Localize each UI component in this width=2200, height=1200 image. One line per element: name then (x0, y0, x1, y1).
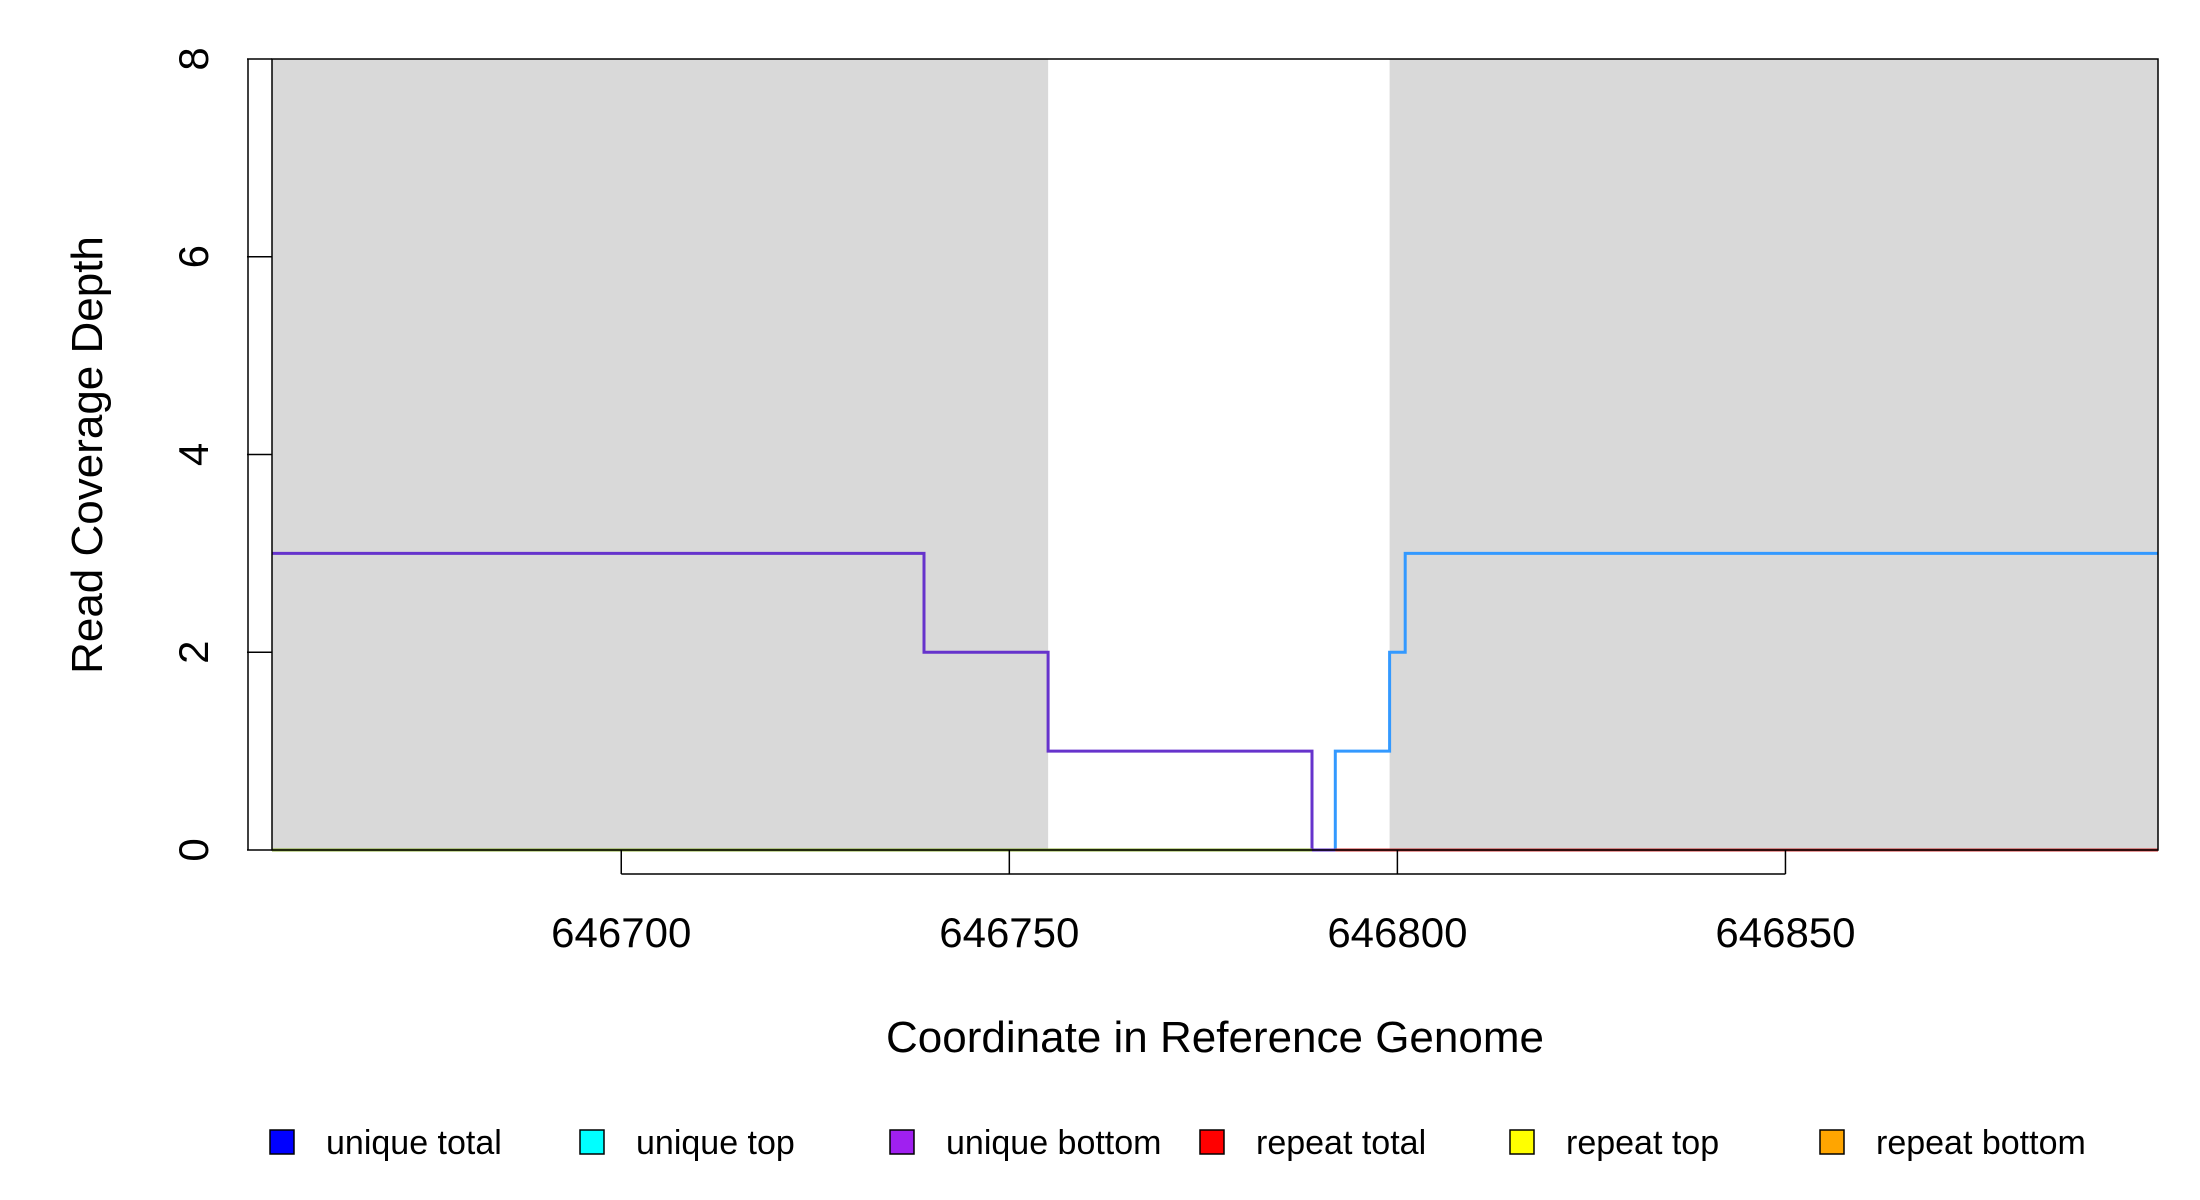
y-axis-title: Read Coverage Depth (63, 236, 112, 674)
legend-label: repeat top (1566, 1124, 1719, 1162)
shaded-regions (272, 59, 2158, 850)
x-axis: 646700 646750 646800 646850 (551, 850, 1856, 956)
y-tick-label: 6 (170, 245, 217, 268)
x-axis-title: Coordinate in Reference Genome (886, 1013, 1544, 1062)
legend-label: unique top (636, 1124, 795, 1162)
legend-swatch (1199, 1129, 1225, 1155)
shaded-region-2 (1389, 59, 2158, 850)
legend-swatch (579, 1129, 605, 1155)
legend-label: unique total (326, 1124, 502, 1162)
x-tick-label: 646700 (551, 909, 691, 956)
y-axis: 0 2 4 6 8 (170, 47, 272, 862)
series-line-unique-top (1312, 551, 2158, 852)
y-tick-label: 4 (170, 443, 217, 466)
x-tick-label: 646850 (1715, 909, 1855, 956)
legend-swatch (889, 1129, 915, 1155)
y-tick-label: 0 (170, 838, 217, 861)
x-tick-label: 646800 (1327, 909, 1467, 956)
legend-swatch (1509, 1129, 1535, 1155)
legend-label: unique bottom (946, 1124, 1162, 1162)
y-tick-label: 2 (170, 641, 217, 664)
legend-swatch (269, 1129, 295, 1155)
legend: unique total unique top unique bottom repea… (269, 1124, 2086, 1162)
y-tick-label: 8 (170, 47, 217, 70)
legend-swatch (1819, 1129, 1845, 1155)
legend-label: repeat bottom (1876, 1124, 2086, 1162)
series-line-unique-bottom (272, 551, 1336, 852)
x-tick-label: 646750 (939, 909, 1079, 956)
legend-label: repeat total (1256, 1124, 1426, 1162)
shaded-region-1 (272, 59, 1049, 850)
